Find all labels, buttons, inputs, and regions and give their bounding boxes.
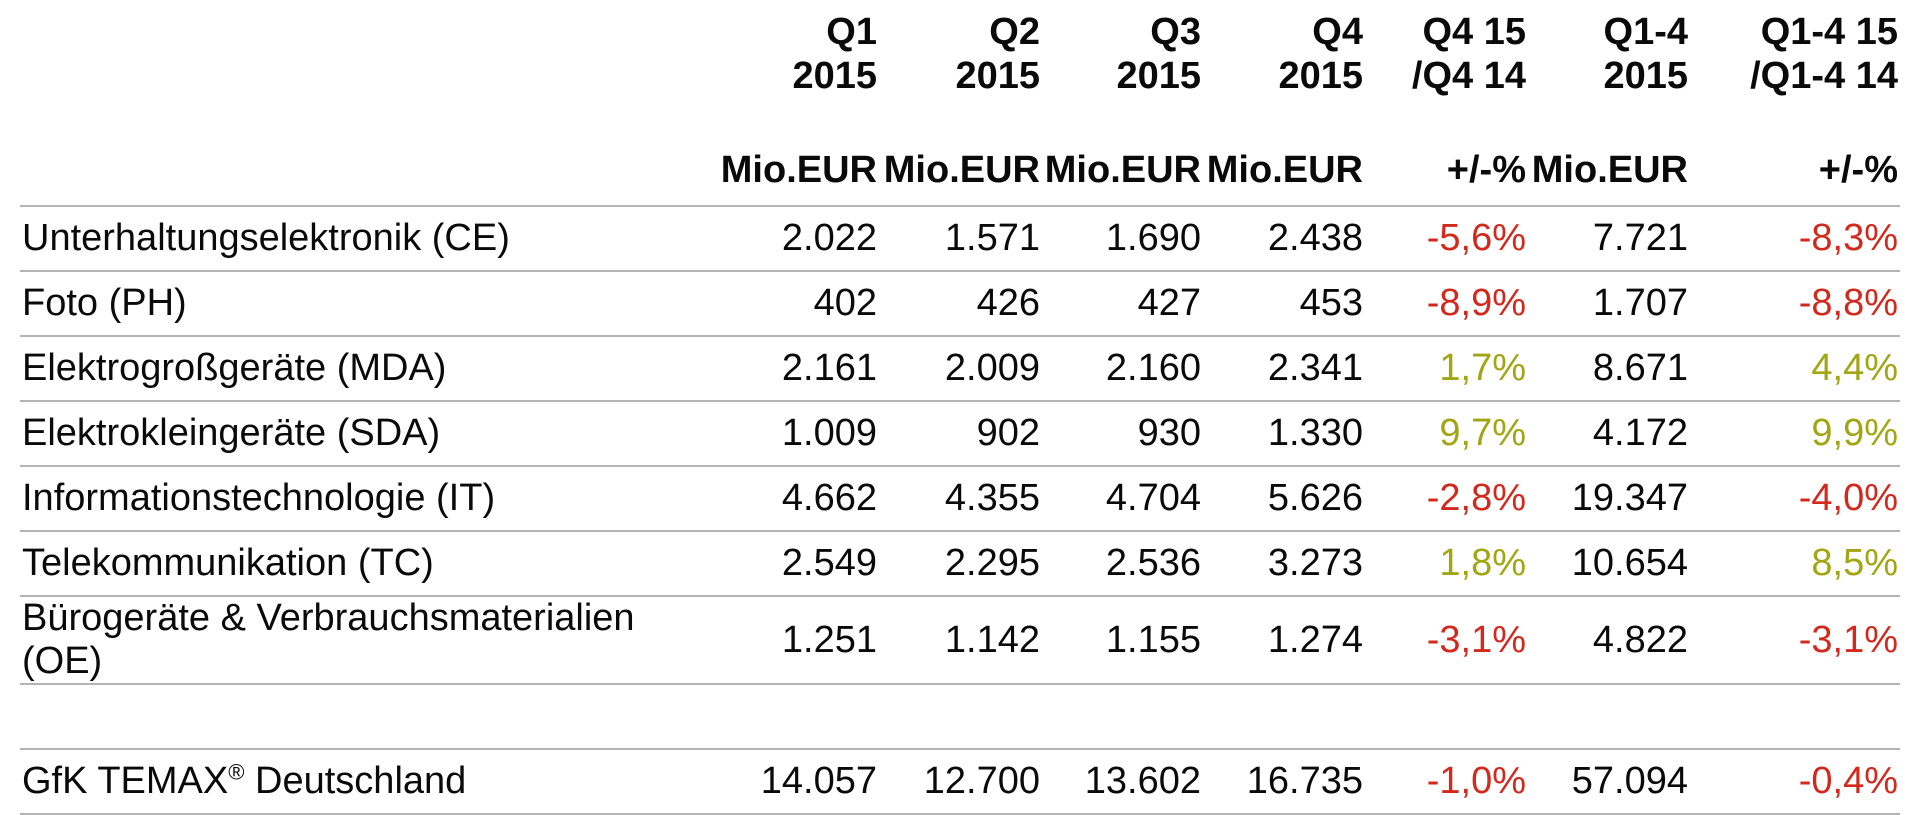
header-row-quarters: Q1 2015 Q2 2015 Q3 2015 Q4 2015 Q4 15 /Q… — [20, 0, 1900, 114]
q2-value: 2.009 — [877, 335, 1040, 401]
q2-total: 12.700 — [877, 748, 1040, 815]
col-header-q3: Q3 2015 — [1116, 11, 1201, 97]
q4-yoy-value: 1,8% — [1363, 530, 1526, 596]
q3-value: 1.690 — [1040, 205, 1201, 271]
q4-value: 2.341 — [1201, 335, 1363, 401]
q4-total: 16.735 — [1201, 748, 1363, 815]
row-label: Informationstechnologie (IT) — [20, 465, 660, 531]
year-value: 4.822 — [1526, 595, 1688, 684]
registered-trademark-symbol: ® — [228, 759, 245, 785]
q3-value: 2.160 — [1040, 335, 1201, 401]
year-yoy-value: -8,3% — [1688, 205, 1900, 271]
q4-yoy-value: 9,7% — [1363, 400, 1526, 466]
q1-value: 2.549 — [660, 530, 877, 596]
q4-value: 3.273 — [1201, 530, 1363, 596]
q1-value: 402 — [660, 270, 877, 336]
q4-value: 2.438 — [1201, 205, 1363, 271]
year-yoy-value: -3,1% — [1688, 595, 1900, 684]
q4-yoy-value: -8,9% — [1363, 270, 1526, 336]
q1-value: 1.009 — [660, 400, 877, 466]
q1-value: 2.161 — [660, 335, 877, 401]
table-row: Elektrokleingeräte (SDA) 1.009 902 930 1… — [20, 400, 1900, 466]
header-row-units: Mio.EUR Mio.EUR Mio.EUR Mio.EUR +/-% Mio… — [20, 114, 1900, 206]
unit-q4-yoy: +/-% — [1446, 149, 1526, 191]
q4-value: 1.330 — [1201, 400, 1363, 466]
header-spacer — [20, 0, 660, 114]
q3-value: 4.704 — [1040, 465, 1201, 531]
col-header-q4: Q4 2015 — [1278, 11, 1363, 97]
q1-total: 14.057 — [660, 748, 877, 815]
year-yoy-value: 8,5% — [1688, 530, 1900, 596]
row-label: Elektrokleingeräte (SDA) — [20, 400, 660, 466]
unit-spacer — [20, 114, 660, 206]
unit-q4: Mio.EUR — [1206, 149, 1363, 191]
q4-value: 1.274 — [1201, 595, 1363, 684]
q3-value: 930 — [1040, 400, 1201, 466]
q1-value: 4.662 — [660, 465, 877, 531]
table-row: Bürogeräte & Verbrauchsmaterialien (OE) … — [20, 595, 1900, 684]
q2-value: 2.295 — [877, 530, 1040, 596]
col-header-q1-4: Q1-4 2015 — [1603, 11, 1688, 97]
row-label: Telekommunikation (TC) — [20, 530, 660, 596]
q2-value: 4.355 — [877, 465, 1040, 531]
q1-value: 1.251 — [660, 595, 877, 684]
year-value: 1.707 — [1526, 270, 1688, 336]
q4-yoy-value: -5,6% — [1363, 205, 1526, 271]
col-header-q1: Q1 2015 — [792, 11, 877, 97]
row-label: Elektrogroßgeräte (MDA) — [20, 335, 660, 401]
q3-value: 2.536 — [1040, 530, 1201, 596]
q3-value: 427 — [1040, 270, 1201, 336]
table-row: Telekommunikation (TC) 2.549 2.295 2.536… — [20, 530, 1900, 596]
q4-yoy-value: -3,1% — [1363, 595, 1526, 684]
table-row: Elektrogroßgeräte (MDA) 2.161 2.009 2.16… — [20, 335, 1900, 401]
q4-yoy-value: 1,7% — [1363, 335, 1526, 401]
q2-value: 1.142 — [877, 595, 1040, 684]
col-header-q4-yoy: Q4 15 /Q4 14 — [1411, 11, 1526, 97]
q2-value: 426 — [877, 270, 1040, 336]
year-yoy-value: -8,8% — [1688, 270, 1900, 336]
year-yoy-total: -0,4% — [1688, 748, 1900, 815]
unit-q1-4-yoy: +/-% — [1818, 149, 1898, 191]
unit-q1-4: Mio.EUR — [1531, 149, 1688, 191]
year-yoy-value: 4,4% — [1688, 335, 1900, 401]
year-value: 7.721 — [1526, 205, 1688, 271]
spacer-row — [20, 683, 1900, 749]
q3-value: 1.155 — [1040, 595, 1201, 684]
temax-table: Q1 2015 Q2 2015 Q3 2015 Q4 2015 Q4 15 /Q… — [20, 0, 1900, 815]
year-value: 10.654 — [1526, 530, 1688, 596]
table-row: Foto (PH) 402 426 427 453 -8,9% 1.707 -8… — [20, 270, 1900, 336]
q2-value: 1.571 — [877, 205, 1040, 271]
unit-q3: Mio.EUR — [1044, 149, 1201, 191]
q3-total: 13.602 — [1040, 748, 1201, 815]
row-label: Bürogeräte & Verbrauchsmaterialien (OE) — [20, 595, 660, 684]
year-value: 4.172 — [1526, 400, 1688, 466]
row-label: Foto (PH) — [20, 270, 660, 336]
total-row: GfK TEMAX® Deutschland 14.057 12.700 13.… — [20, 748, 1900, 815]
year-value: 8.671 — [1526, 335, 1688, 401]
year-value: 19.347 — [1526, 465, 1688, 531]
q4-yoy-total: -1,0% — [1363, 748, 1526, 815]
spacer-cell — [20, 683, 1900, 749]
table-row: Unterhaltungselektronik (CE) 2.022 1.571… — [20, 205, 1900, 271]
q2-value: 902 — [877, 400, 1040, 466]
q1-value: 2.022 — [660, 205, 877, 271]
year-yoy-value: 9,9% — [1688, 400, 1900, 466]
year-yoy-value: -4,0% — [1688, 465, 1900, 531]
year-total: 57.094 — [1526, 748, 1688, 815]
q4-value: 453 — [1201, 270, 1363, 336]
q4-value: 5.626 — [1201, 465, 1363, 531]
col-header-q2: Q2 2015 — [955, 11, 1040, 97]
total-label: GfK TEMAX® Deutschland — [20, 748, 660, 815]
unit-q2: Mio.EUR — [883, 149, 1040, 191]
row-label: Unterhaltungselektronik (CE) — [20, 205, 660, 271]
unit-q1: Mio.EUR — [720, 149, 877, 191]
col-header-q1-4-yoy: Q1-4 15 /Q1-4 14 — [1750, 11, 1898, 97]
q4-yoy-value: -2,8% — [1363, 465, 1526, 531]
table-row: Informationstechnologie (IT) 4.662 4.355… — [20, 465, 1900, 531]
